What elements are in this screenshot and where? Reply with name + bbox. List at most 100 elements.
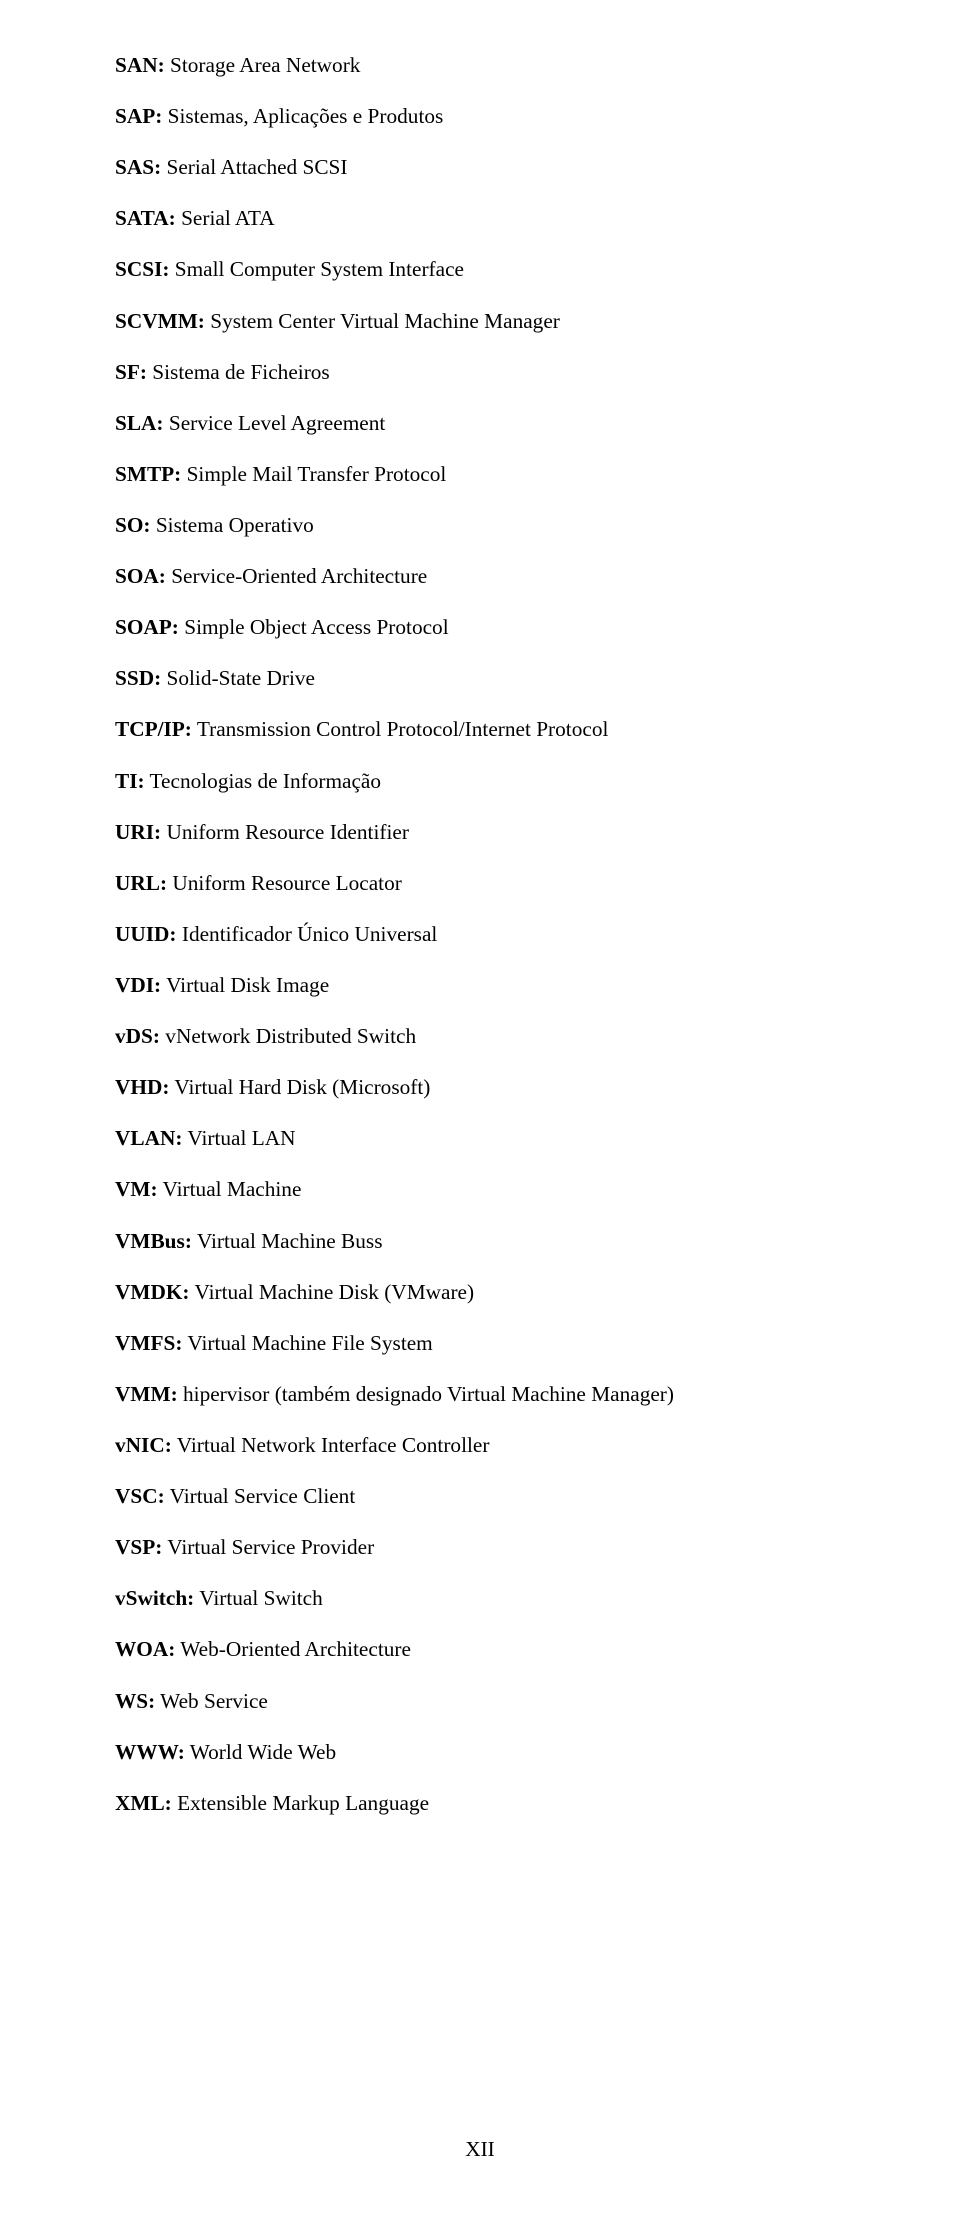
definition: Storage Area Network [165,53,361,77]
abbreviation: TCP/IP: [115,717,192,741]
definition: Virtual Disk Image [161,973,329,997]
abbreviation: vDS: [115,1024,160,1048]
glossary-entry: SCSI: Small Computer System Interface [115,244,845,295]
abbreviation: VHD: [115,1075,169,1099]
definition: Identificador Único Universal [177,922,438,946]
abbreviation: SMTP: [115,462,181,486]
definition: Solid-State Drive [161,666,315,690]
abbreviation: SAP: [115,104,162,128]
abbreviation: WOA: [115,1637,175,1661]
abbreviation: WS: [115,1689,155,1713]
glossary-entry: TI: Tecnologias de Informação [115,756,845,807]
abbreviation: WWW: [115,1740,185,1764]
glossary-entry: UUID: Identificador Único Universal [115,909,845,960]
glossary-entry: SOAP: Simple Object Access Protocol [115,602,845,653]
glossary-entry: SSD: Solid-State Drive [115,653,845,704]
abbreviation: SAS: [115,155,161,179]
definition: Virtual Machine Buss [192,1229,383,1253]
abbreviation: SO: [115,513,151,537]
definition: Simple Object Access Protocol [179,615,449,639]
definition: Extensible Markup Language [172,1791,429,1815]
abbreviation: VSC: [115,1484,165,1508]
abbreviation: SAN: [115,53,165,77]
definition: Virtual Hard Disk (Microsoft) [169,1075,430,1099]
definition: Virtual LAN [182,1126,295,1150]
definition: vNetwork Distributed Switch [160,1024,416,1048]
glossary-entry: XML: Extensible Markup Language [115,1778,845,1829]
abbreviation: VLAN: [115,1126,182,1150]
glossary-entry: SF: Sistema de Ficheiros [115,347,845,398]
abbreviation: VMFS: [115,1331,182,1355]
abbreviation: VMDK: [115,1280,190,1304]
definition: Service-Oriented Architecture [166,564,427,588]
abbreviation: SCSI: [115,257,169,281]
glossary-entry: URL: Uniform Resource Locator [115,858,845,909]
abbreviation: SLA: [115,411,164,435]
glossary-entry: WOA: Web-Oriented Architecture [115,1624,845,1675]
definition: Virtual Service Provider [162,1535,374,1559]
definition: Sistema Operativo [151,513,314,537]
definition: hipervisor (também designado Virtual Mac… [178,1382,674,1406]
glossary-entry: WS: Web Service [115,1676,845,1727]
document-page: SAN: Storage Area NetworkSAP: Sistemas, … [0,0,960,2217]
glossary-entry: VMFS: Virtual Machine File System [115,1318,845,1369]
glossary-entry: SMTP: Simple Mail Transfer Protocol [115,449,845,500]
abbreviation: URI: [115,820,161,844]
glossary-entry: VHD: Virtual Hard Disk (Microsoft) [115,1062,845,1113]
glossary-entry: VM: Virtual Machine [115,1164,845,1215]
glossary-entry: SO: Sistema Operativo [115,500,845,551]
abbreviation: vNIC: [115,1433,172,1457]
definition: Virtual Machine File System [182,1331,432,1355]
glossary-entry: vSwitch: Virtual Switch [115,1573,845,1624]
glossary-entry: SAP: Sistemas, Aplicações e Produtos [115,91,845,142]
definition: Simple Mail Transfer Protocol [181,462,446,486]
glossary-entry: VMDK: Virtual Machine Disk (VMware) [115,1267,845,1318]
abbreviation: XML: [115,1791,172,1815]
abbreviation: SOA: [115,564,166,588]
definition: Serial Attached SCSI [161,155,347,179]
definition: Virtual Network Interface Controller [172,1433,490,1457]
definition: Tecnologias de Informação [145,769,381,793]
glossary-entry: SAN: Storage Area Network [115,40,845,91]
definition: Uniform Resource Identifier [161,820,409,844]
abbreviation: VMBus: [115,1229,192,1253]
glossary-entry: SAS: Serial Attached SCSI [115,142,845,193]
definition: System Center Virtual Machine Manager [205,309,560,333]
glossary-entry: SLA: Service Level Agreement [115,398,845,449]
abbreviation: VMM: [115,1382,178,1406]
glossary-entry: VMBus: Virtual Machine Buss [115,1216,845,1267]
abbreviation: VM: [115,1177,158,1201]
abbreviation: VSP: [115,1535,162,1559]
abbreviation: URL: [115,871,167,895]
definition: Virtual Switch [194,1586,322,1610]
glossary-entry: SATA: Serial ATA [115,193,845,244]
abbreviation: TI: [115,769,145,793]
definition: Virtual Machine Disk (VMware) [190,1280,475,1304]
definition: World Wide Web [185,1740,336,1764]
definition: Web-Oriented Architecture [175,1637,411,1661]
definition: Service Level Agreement [164,411,386,435]
abbreviation: SOAP: [115,615,179,639]
definition: Serial ATA [176,206,275,230]
abbreviation: UUID: [115,922,177,946]
glossary-entry: TCP/IP: Transmission Control Protocol/In… [115,704,845,755]
definition: Small Computer System Interface [169,257,464,281]
glossary-entry: vDS: vNetwork Distributed Switch [115,1011,845,1062]
abbreviation: SF: [115,360,147,384]
abbreviation: VDI: [115,973,161,997]
glossary-entry: VLAN: Virtual LAN [115,1113,845,1164]
definition: Sistemas, Aplicações e Produtos [162,104,443,128]
glossary-entry: URI: Uniform Resource Identifier [115,807,845,858]
definition: Transmission Control Protocol/Internet P… [192,717,608,741]
definition: Virtual Machine [158,1177,302,1201]
glossary-entry: VDI: Virtual Disk Image [115,960,845,1011]
abbreviation: vSwitch: [115,1586,194,1610]
glossary-entry: WWW: World Wide Web [115,1727,845,1778]
page-number: XII [0,2137,960,2162]
abbreviation: SATA: [115,206,176,230]
glossary-entry: VSC: Virtual Service Client [115,1471,845,1522]
glossary-entry: SCVMM: System Center Virtual Machine Man… [115,296,845,347]
glossary-list: SAN: Storage Area NetworkSAP: Sistemas, … [115,40,845,1829]
definition: Web Service [155,1689,268,1713]
glossary-entry: vNIC: Virtual Network Interface Controll… [115,1420,845,1471]
